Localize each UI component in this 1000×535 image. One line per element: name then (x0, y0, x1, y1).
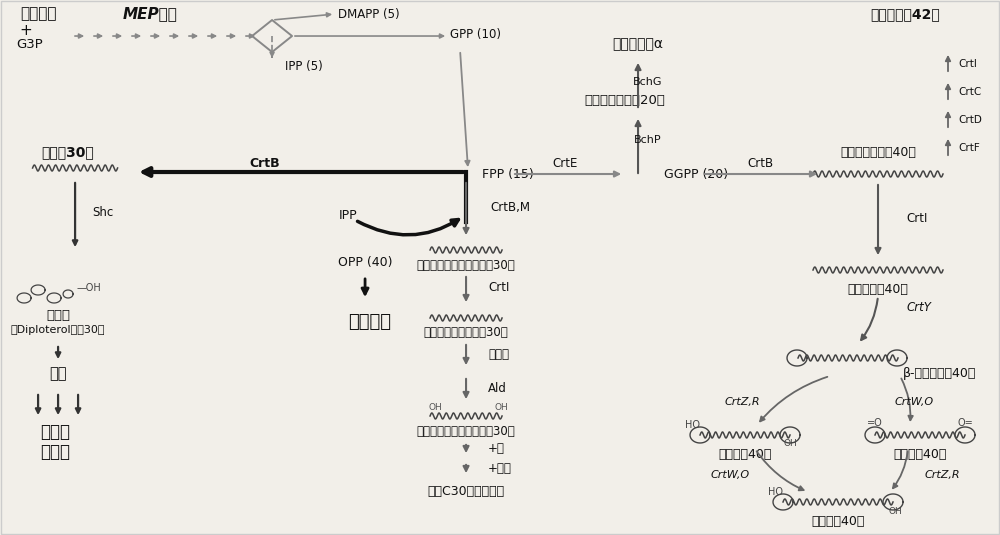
Text: （Diploterol）（30）: （Diploterol）（30） (11, 325, 105, 335)
Text: 叶绿醇焦磷酸（20）: 叶绿醇焦磷酸（20） (585, 94, 665, 106)
Text: 蕾烷类: 蕾烷类 (40, 423, 70, 441)
Text: G3P: G3P (17, 37, 43, 50)
Text: IPP (5): IPP (5) (285, 59, 323, 73)
Text: =O: =O (867, 418, 883, 428)
Text: CrtB: CrtB (250, 157, 280, 170)
Text: 里白醇: 里白醇 (46, 309, 70, 323)
Text: CrtI: CrtI (488, 281, 509, 294)
Text: DMAPP (5): DMAPP (5) (338, 7, 400, 20)
Text: IPP: IPP (339, 209, 357, 221)
Text: O=: O= (957, 418, 973, 428)
Text: CrtI: CrtI (906, 211, 927, 225)
Text: 玉米素（40）: 玉米素（40） (718, 448, 772, 462)
Text: CrtD: CrtD (958, 115, 982, 125)
Text: CrtB: CrtB (747, 157, 773, 170)
Text: 二脱辅基番茄红素（30）: 二脱辅基番茄红素（30） (424, 326, 508, 340)
Text: CrtZ,R: CrtZ,R (724, 397, 760, 407)
Text: Shc: Shc (92, 205, 114, 218)
Text: +糖: +糖 (488, 442, 505, 455)
Text: CrtY: CrtY (906, 302, 931, 315)
Text: GPP (10): GPP (10) (450, 27, 501, 41)
Text: 细菌叶绿素α: 细菌叶绿素α (613, 37, 664, 51)
Text: OH: OH (494, 403, 508, 412)
Text: CrtW,O: CrtW,O (711, 470, 750, 480)
Text: OH: OH (428, 403, 442, 412)
Text: 螺菌黄质（42）: 螺菌黄质（42） (870, 7, 940, 21)
Text: FPP (15): FPP (15) (482, 167, 534, 180)
Text: HO: HO (768, 487, 783, 497)
Text: BchP: BchP (634, 135, 662, 145)
Text: CrtF: CrtF (958, 143, 980, 153)
Text: OH: OH (888, 507, 902, 516)
Text: 甲基萘醌: 甲基萘醌 (349, 313, 392, 331)
Text: 虾青素（40）: 虾青素（40） (811, 516, 865, 529)
Text: 丙酮酸酯: 丙酮酸酯 (20, 6, 56, 21)
Text: 无环C30类胡萝卜素: 无环C30类胡萝卜素 (427, 485, 505, 499)
Text: OPP (40): OPP (40) (338, 256, 392, 269)
Text: —OH: —OH (76, 283, 101, 293)
Text: CrtZ,R: CrtZ,R (925, 470, 961, 480)
Text: CrtB,M: CrtB,M (490, 201, 530, 213)
Text: 角黄素（40）: 角黄素（40） (893, 448, 947, 462)
Text: CrtI: CrtI (958, 59, 977, 69)
Text: GGPP (20): GGPP (20) (664, 167, 728, 180)
Text: 二脱辅基八氢番茄红素（30）: 二脱辅基八氢番茄红素（30） (417, 258, 515, 271)
Text: CrtC: CrtC (958, 87, 981, 97)
Text: Ald: Ald (488, 383, 507, 395)
Text: 二脱辅基番茄红素二酸（30）: 二脱辅基番茄红素二酸（30） (417, 425, 515, 439)
Text: 八氢番茄红素（40）: 八氢番茄红素（40） (840, 146, 916, 158)
Text: 修饰: 修饰 (49, 366, 67, 381)
Text: CrtW,O: CrtW,O (895, 397, 934, 407)
Text: β-胡萝卜素（40）: β-胡萝卜素（40） (903, 368, 976, 380)
Text: 鲨烯（30）: 鲨烯（30） (42, 145, 94, 159)
Text: MEP路径: MEP路径 (123, 6, 178, 21)
Text: OH: OH (783, 439, 797, 448)
Text: 化合物: 化合物 (40, 443, 70, 461)
Text: BchG: BchG (633, 77, 663, 87)
Text: +脂质: +脂质 (488, 462, 512, 476)
Text: 番茄红素（40）: 番茄红素（40） (848, 284, 908, 296)
Text: HO: HO (685, 420, 700, 430)
Text: 氧化酶: 氧化酶 (488, 348, 509, 362)
Text: +: + (20, 22, 32, 37)
Text: CrtE: CrtE (552, 157, 578, 170)
